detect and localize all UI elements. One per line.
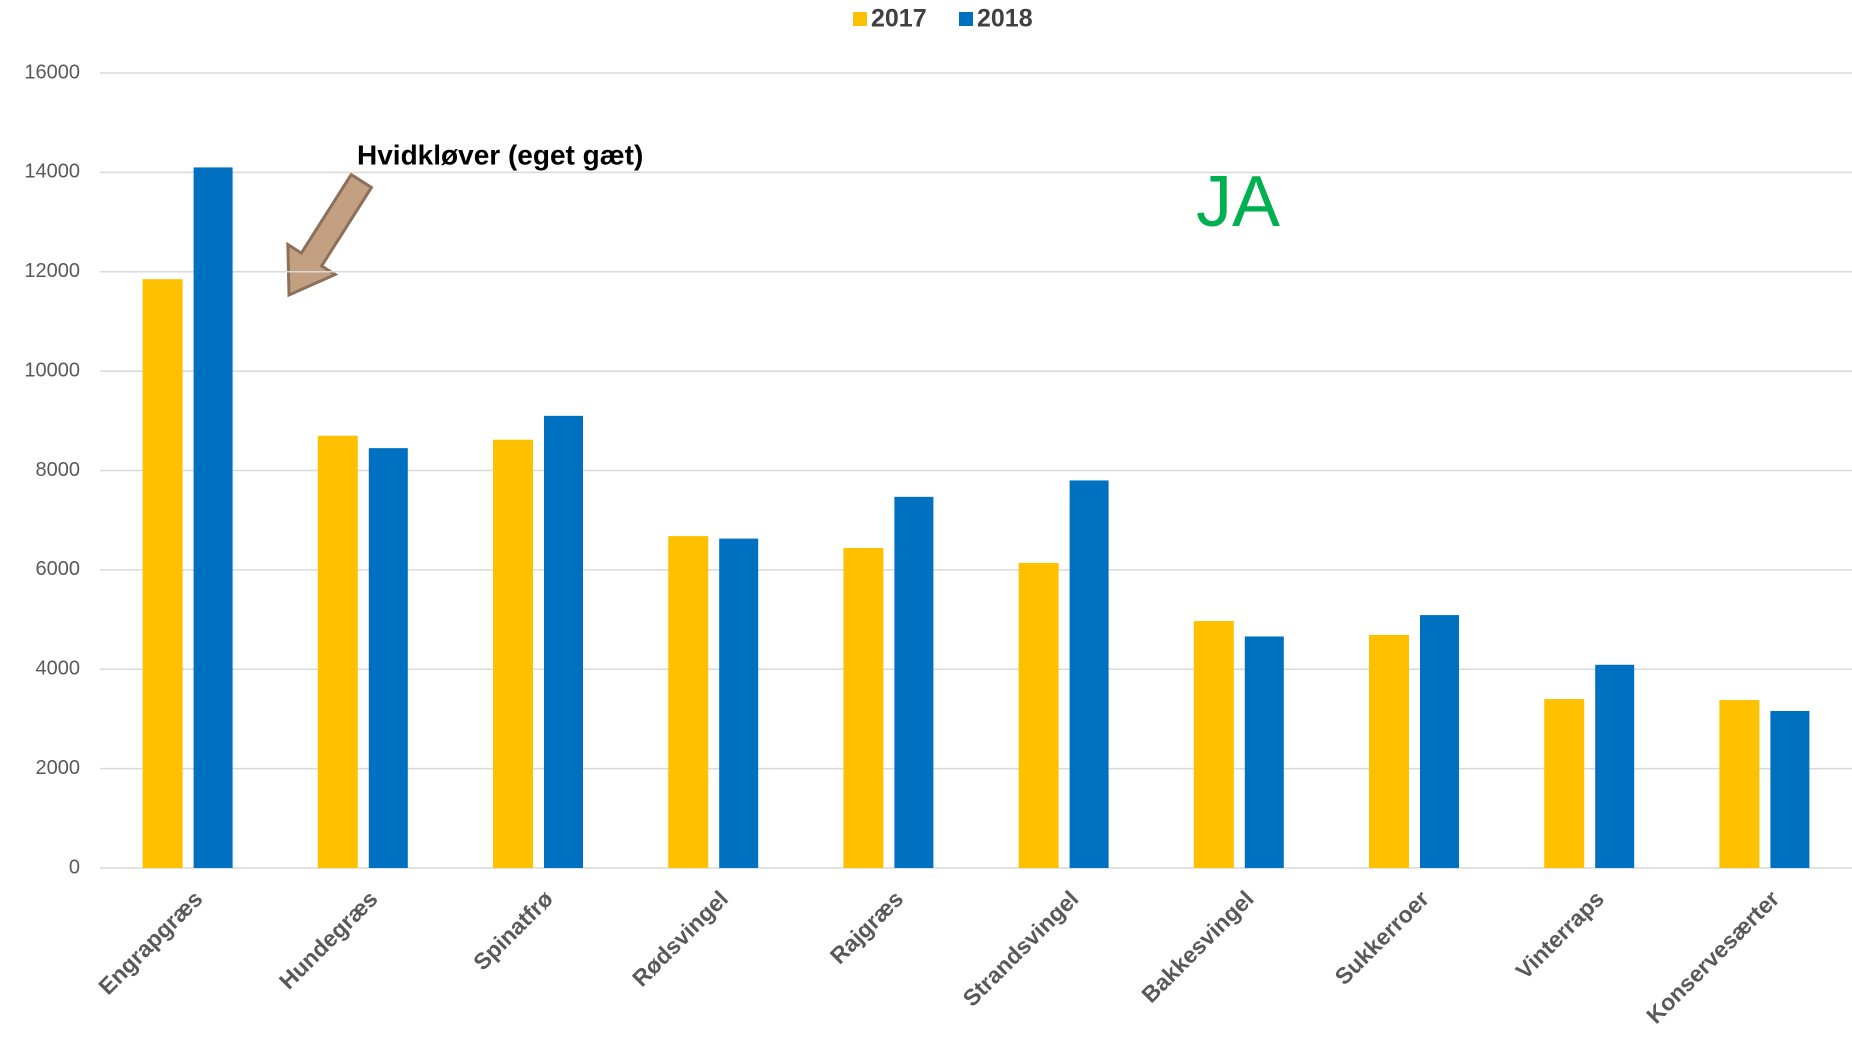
bar <box>1420 615 1459 868</box>
x-tick-label: Rajgræs <box>825 885 908 968</box>
y-tick-label: 2000 <box>36 757 81 779</box>
bar <box>668 536 709 868</box>
y-tick-label: 4000 <box>36 658 81 680</box>
annotation: Hvidkløver (eget gæt) <box>357 139 643 170</box>
x-tick-label: Bakkesvingel <box>1136 885 1258 1007</box>
bar <box>1018 562 1059 868</box>
y-tick-label: 0 <box>69 856 80 878</box>
x-tick-label: Vinterraps <box>1510 885 1609 984</box>
bar <box>544 415 583 868</box>
legend-swatch <box>959 12 973 26</box>
legend-label: 2017 <box>871 5 927 33</box>
bar <box>1770 710 1810 868</box>
bar <box>193 167 233 868</box>
x-tick-label: Spinatfrø <box>468 885 558 975</box>
y-tick-label: 14000 <box>24 161 80 183</box>
bar <box>1069 480 1109 868</box>
x-tick-label: Konservesærter <box>1641 885 1784 1028</box>
y-tick-label: 6000 <box>36 558 81 580</box>
x-tick-label: Strandsvingel <box>957 885 1083 1011</box>
x-tick-label: Engrapgræs <box>93 885 207 999</box>
legend-swatch <box>853 12 867 26</box>
bar <box>142 279 183 868</box>
y-tick-label: 12000 <box>24 260 80 282</box>
bar <box>1244 636 1284 868</box>
bar <box>368 448 408 868</box>
bar <box>894 496 934 868</box>
bar <box>1369 634 1409 868</box>
bar <box>1719 700 1760 868</box>
x-tick-label: Sukkerroer <box>1330 885 1434 989</box>
bar <box>1193 621 1234 868</box>
y-tick-label: 8000 <box>36 459 81 481</box>
bar <box>493 439 533 868</box>
y-tick-label: 16000 <box>24 61 80 83</box>
arrow <box>286 172 374 298</box>
annotation: JA <box>1196 162 1280 242</box>
bar <box>1595 664 1635 868</box>
y-tick-label: 10000 <box>24 359 80 381</box>
x-tick-label: Rødsvingel <box>627 885 733 991</box>
bar <box>317 435 358 868</box>
x-tick-label: Hundegræs <box>274 885 383 994</box>
bar <box>1544 699 1585 868</box>
bar <box>843 548 884 868</box>
legend-label: 2018 <box>977 5 1033 33</box>
bar <box>719 538 759 868</box>
